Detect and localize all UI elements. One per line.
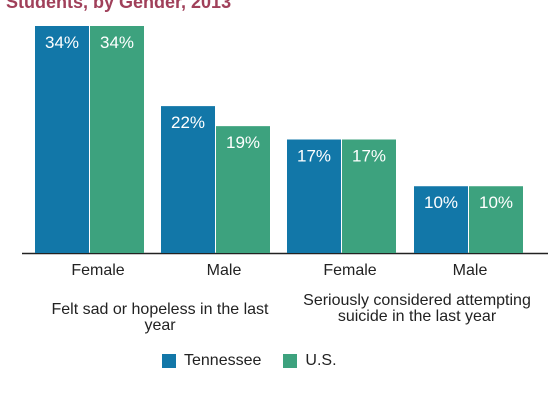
bar-tennessee-2: [287, 139, 341, 253]
data-label-tennessee-0: 34%: [45, 33, 79, 52]
legend: Tennessee U.S.: [162, 352, 359, 370]
bar-us-3: [469, 186, 523, 253]
legend-item-tennessee: Tennessee: [162, 352, 261, 370]
category-label-female-2: Female: [323, 262, 377, 279]
category-label-male-1: Male: [206, 262, 242, 279]
bar-us-2: [342, 139, 396, 253]
category-label-male-2: Male: [452, 262, 488, 279]
data-label-tennessee-3: 10%: [424, 193, 458, 212]
legend-item-us: U.S.: [283, 352, 337, 370]
legend-swatch-tennessee: [162, 354, 176, 368]
group-label-considered-suicide: Seriously considered attempting suicide …: [303, 292, 531, 325]
category-label-female-1: Female: [71, 262, 125, 279]
group-label-sad-hopeless: Felt sad or hopeless in the last year: [51, 301, 269, 334]
data-label-us-0: 34%: [100, 33, 134, 52]
legend-label-us: U.S.: [305, 352, 337, 369]
data-label-tennessee-1: 22%: [171, 113, 205, 132]
legend-swatch-us: [283, 354, 298, 368]
bar-tennessee-3: [414, 186, 468, 253]
data-label-us-1: 19%: [226, 133, 260, 152]
bar-tennessee-1: [161, 106, 215, 253]
data-label-tennessee-2: 17%: [297, 147, 331, 166]
bar-tennessee-0: [35, 26, 89, 253]
data-label-us-2: 17%: [352, 147, 386, 166]
bar-us-1: [216, 126, 270, 253]
data-label-us-3: 10%: [479, 193, 513, 212]
bar-us-0: [90, 26, 144, 253]
chart-title: Students, by Gender, 2013: [6, 0, 232, 12]
legend-label-tennessee: Tennessee: [184, 352, 262, 369]
